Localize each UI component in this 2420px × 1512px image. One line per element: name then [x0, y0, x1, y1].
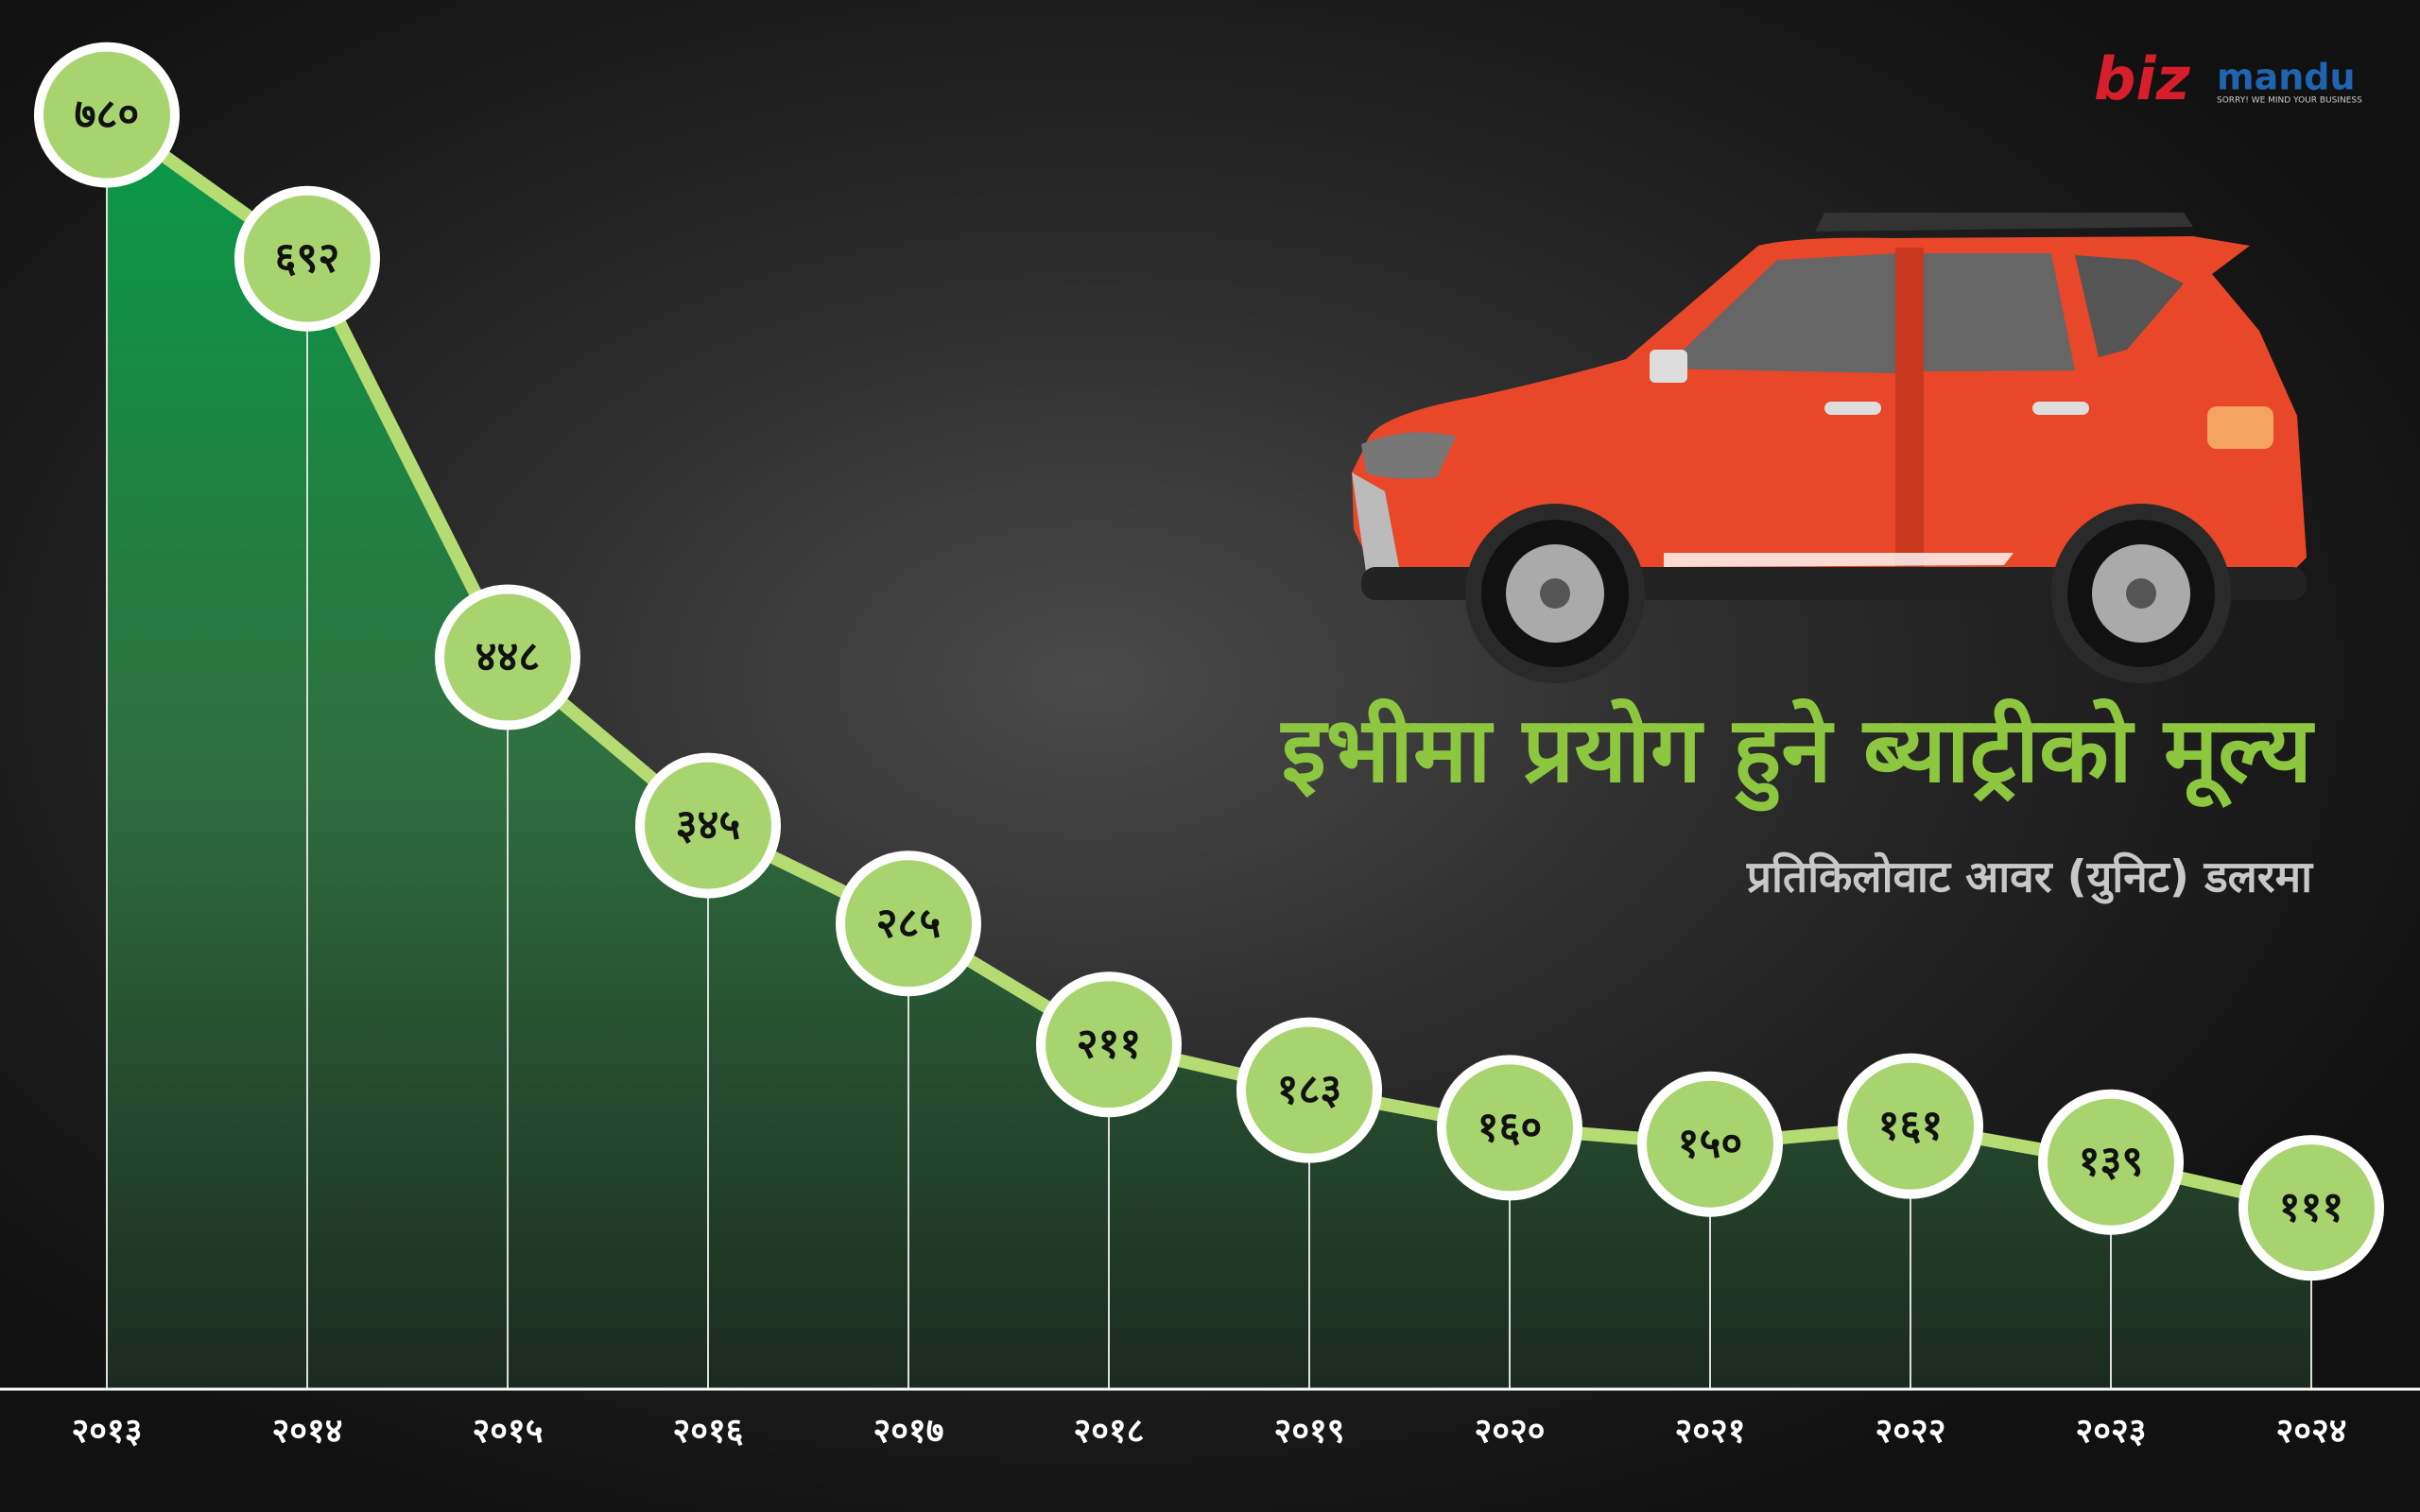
x-tick-label: २०२२: [1876, 1412, 1946, 1451]
x-tick-label: २०१८: [1074, 1412, 1145, 1451]
point: [1637, 1071, 1783, 1217]
plot: ७८० ६९२ ४४८ ३४५ २८५ २११ १८३ १६० १५० १६१ १३९ १११ २०१३…: [0, 42, 2420, 1451]
x-tick-label: २०२४: [2276, 1412, 2347, 1451]
logo-tagline: SORRY! WE MIND YOUR BUSINESS: [2217, 96, 2362, 106]
point: [2238, 1135, 2384, 1281]
value-label: २११: [1077, 1020, 1142, 1068]
value-label: १३९: [2079, 1138, 2144, 1186]
car-illustration: [1352, 213, 2307, 683]
chart-subtitle: प्रतिकिलोवाट आवर (युनिट) डलरमा: [1746, 851, 2314, 905]
area: [107, 114, 2311, 1390]
value-label: १११: [2279, 1183, 2344, 1231]
point: [234, 185, 380, 332]
point: [836, 850, 981, 997]
point: [1036, 971, 1182, 1118]
x-tick-label: २०२०: [1475, 1412, 1546, 1451]
x-tick-label: २०१४: [272, 1412, 343, 1451]
x-tick-label: २०२१: [1675, 1412, 1746, 1451]
logo-mandu: mandu: [2217, 57, 2356, 98]
value-label: ६९२: [275, 234, 340, 283]
x-tick-label: २०१५: [473, 1412, 544, 1451]
point: [1236, 1017, 1382, 1163]
point: [34, 42, 180, 188]
value-label: ७८०: [75, 91, 140, 139]
value-label: ३४५: [676, 801, 741, 850]
value-label: १६१: [1878, 1102, 1944, 1150]
point: [435, 584, 580, 730]
x-tick-label: २०१९: [1274, 1412, 1345, 1451]
point: [2038, 1089, 2184, 1235]
logo-biz: biz: [2094, 44, 2191, 113]
value-label: २८५: [876, 899, 942, 947]
chart-title: इभीमा प्रयोग हुने ब्याट्रीको मूल्य: [1280, 696, 2316, 811]
point: [635, 752, 781, 899]
logo: biz mandu SORRY! WE MIND YOUR BUSINESS: [2094, 44, 2362, 113]
value-label: १८३: [1277, 1066, 1342, 1114]
value-label: ४४८: [475, 633, 541, 681]
point: [1437, 1055, 1582, 1201]
value-label: १६०: [1478, 1103, 1543, 1151]
x-tick-label: २०१३: [72, 1412, 143, 1451]
x-tick-label: २०२३: [2076, 1412, 2147, 1451]
point: [1838, 1053, 1983, 1199]
x-tick-label: २०१७: [873, 1412, 944, 1451]
value-label: १५०: [1678, 1120, 1743, 1168]
x-tick-label: २०१६: [673, 1412, 744, 1451]
